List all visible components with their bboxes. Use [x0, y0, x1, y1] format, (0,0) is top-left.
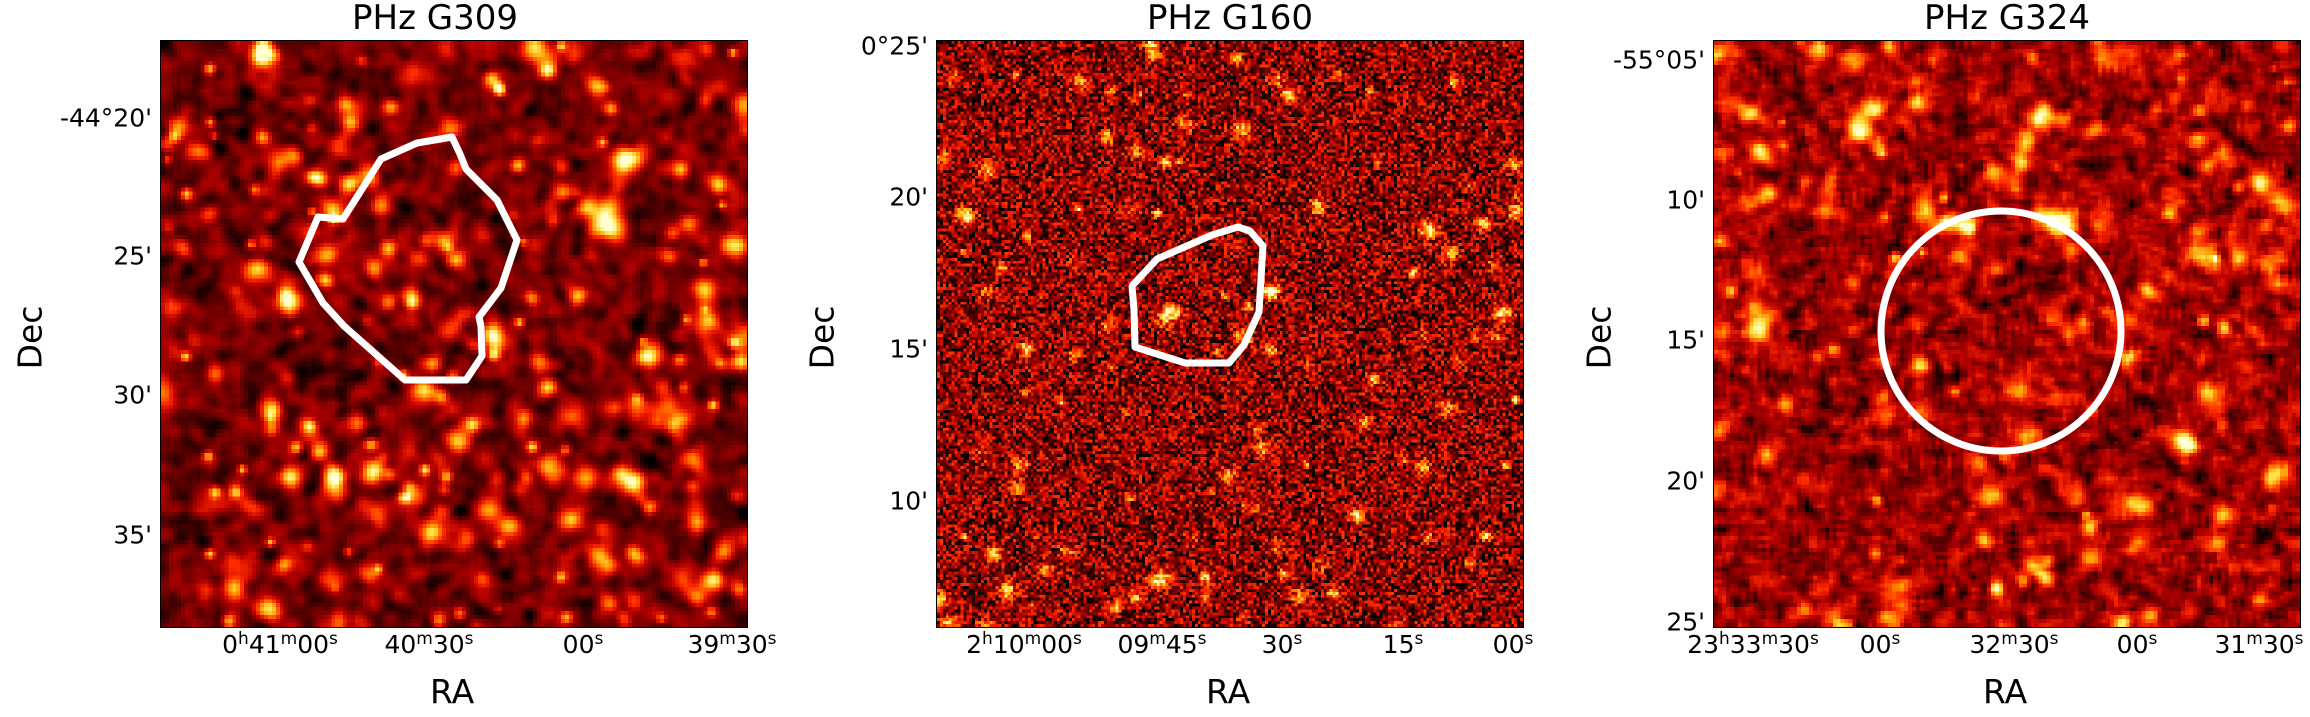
sky-map-image	[936, 40, 1524, 628]
y-tick-label: 35'	[113, 520, 152, 550]
x-tick-label: 09m45s	[1117, 629, 1207, 659]
x-tick-label: 40m30s	[384, 629, 474, 659]
y-axis-label: Dec	[10, 305, 50, 370]
x-tick-label: 31m30s	[2214, 629, 2304, 659]
x-tick-label: 00s	[2116, 629, 2158, 659]
y-tick-label: 0°25'	[860, 31, 928, 61]
x-tick-label: 00s	[1859, 629, 1901, 659]
y-tick-label: 25'	[113, 241, 152, 271]
y-tick-label: 25'	[1666, 607, 1705, 637]
x-tick-label: 0h41m00s	[222, 629, 338, 659]
y-tick-label: -55°05'	[1612, 45, 1705, 75]
y-tick-label: -44°20'	[59, 103, 152, 133]
panel-g309: PHz G309 Dec RA -44°20' 25' 30' 35' 0h41…	[0, 0, 776, 717]
panel-title: PHz G160	[1147, 0, 1313, 38]
x-tick-label: 30s	[1261, 629, 1303, 659]
sky-map-image	[160, 40, 748, 628]
y-axis-label: Dec	[802, 305, 842, 370]
panel-title: PHz G324	[1924, 0, 2090, 38]
y-tick-label: 10'	[889, 486, 928, 516]
panel-title: PHz G309	[352, 0, 518, 38]
x-tick-label: 2h10m00s	[966, 629, 1082, 659]
x-tick-label: 23h33m30s	[1687, 629, 1819, 659]
y-tick-label: 20'	[889, 182, 928, 212]
x-axis-label: RA	[430, 672, 475, 711]
x-tick-label: 00s	[562, 629, 604, 659]
y-tick-label: 10'	[1666, 185, 1705, 215]
x-tick-label: 15s	[1382, 629, 1424, 659]
x-axis-label: RA	[1983, 672, 2028, 711]
panel-g160: PHz G160 Dec RA 0°25' 20' 15' 10' 2h10m0…	[776, 0, 1536, 717]
panel-g324: PHz G324 Dec RA -55°05' 10' 15' 20' 25' …	[1553, 0, 2310, 717]
y-tick-label: 15'	[889, 334, 928, 364]
sky-map-image	[1713, 40, 2301, 628]
x-tick-label: 39m30s	[687, 629, 777, 659]
y-tick-label: 30'	[113, 380, 152, 410]
y-axis-label: Dec	[1579, 305, 1619, 370]
x-tick-label: 00s	[1492, 629, 1534, 659]
y-tick-label: 15'	[1666, 325, 1705, 355]
x-axis-label: RA	[1206, 672, 1251, 711]
y-tick-label: 20'	[1666, 466, 1705, 496]
x-tick-label: 32m30s	[1969, 629, 2059, 659]
